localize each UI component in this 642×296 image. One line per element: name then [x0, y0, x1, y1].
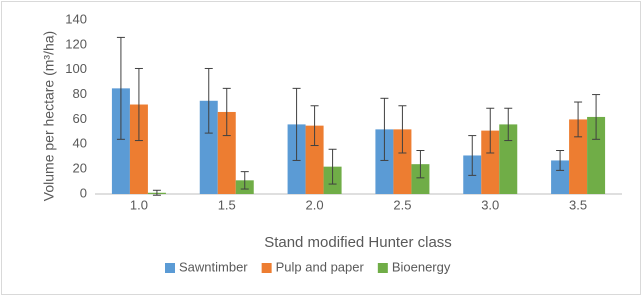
- error-bar: [504, 107, 513, 142]
- bar: [481, 130, 500, 194]
- error-bar: [592, 94, 601, 140]
- error-bar: [556, 150, 565, 171]
- error-bar: [152, 189, 161, 196]
- x-tick-label: 1.0: [130, 197, 148, 212]
- error-bar: [486, 107, 495, 154]
- error-bar: [574, 101, 583, 138]
- error-bar: [380, 97, 389, 161]
- bar: [305, 125, 324, 194]
- y-tick-label: 120: [65, 36, 87, 51]
- bar: [217, 111, 236, 194]
- y-tick-label: 140: [65, 11, 87, 26]
- y-tick-label: 20: [73, 161, 87, 176]
- x-tick-label: 1.5: [218, 197, 236, 212]
- legend-swatch: [261, 263, 272, 273]
- y-tick-label: 40: [73, 136, 87, 151]
- y-tick-label: 60: [73, 111, 87, 126]
- legend-swatch: [165, 263, 175, 273]
- error-bar: [134, 67, 143, 142]
- error-bar: [468, 135, 477, 176]
- bar: [499, 124, 518, 194]
- bar: [411, 164, 430, 194]
- x-tick-label: 3.0: [481, 197, 499, 212]
- y-tick-label: 80: [73, 86, 87, 101]
- error-bar: [116, 36, 125, 140]
- legend-swatch: [377, 263, 388, 273]
- y-axis-title: Volume per hectare (m³/ha): [41, 31, 57, 201]
- error-bar: [416, 150, 425, 179]
- error-bar: [328, 148, 337, 185]
- legend-label: Sawntimber: [179, 259, 248, 274]
- x-tick-label: 2.0: [306, 197, 324, 212]
- error-bar: [222, 87, 231, 137]
- y-tick-label: 0: [80, 185, 87, 200]
- error-bar: [240, 171, 249, 190]
- bar: [199, 100, 218, 194]
- bar: [569, 119, 588, 194]
- error-bar: [398, 105, 407, 154]
- bar: [375, 129, 394, 194]
- bar: [393, 129, 412, 194]
- bar: [587, 116, 606, 194]
- bar: [111, 88, 130, 194]
- x-axis-title: Stand modified Hunter class: [264, 234, 452, 251]
- legend-label: Bioenergy: [392, 259, 451, 274]
- error-bar: [292, 87, 301, 161]
- legend-label: Pulp and paper: [276, 259, 365, 274]
- bar: [129, 104, 148, 194]
- error-bar: [204, 67, 213, 134]
- x-tick-label: 2.5: [393, 197, 411, 212]
- bar: [551, 160, 570, 194]
- x-tick-label: 3.5: [569, 197, 587, 212]
- error-bar: [310, 105, 319, 147]
- legend: Sawntimber Pulp and paper Bioenergy: [165, 259, 451, 274]
- y-tick-label: 100: [65, 61, 87, 76]
